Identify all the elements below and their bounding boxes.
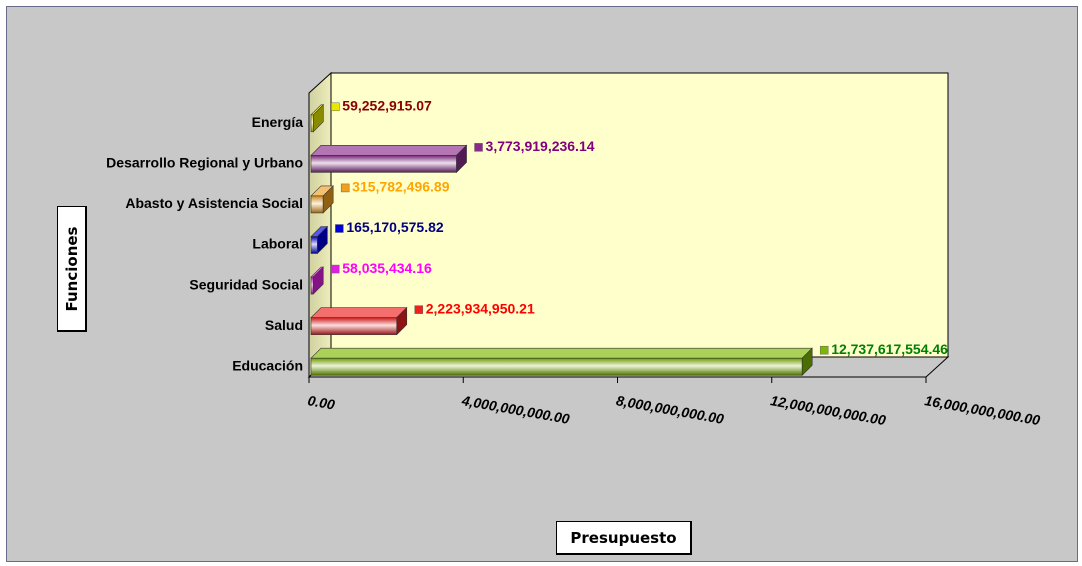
value-label-2: 315,782,496.89 [340,179,450,195]
value-label-1: 3,773,919,236.14 [474,138,595,154]
bar-chart: 0.00 4,000,000,000.00 8,000,000,000.00 12,0… [106,71,1041,428]
x-tick-label-4: 16,000,000,000.00 [923,392,1041,428]
x-tick-label-2: 8,000,000,000.00 [615,392,725,427]
svg-text:58,035,434.16: 58,035,434.16 [342,260,432,276]
y-axis-title-box: Funciones [57,206,87,332]
bar-2 [310,185,334,214]
bar-5 [310,306,408,336]
value-label-4: 58,035,434.16 [330,260,432,276]
chart-frame: 0.00 4,000,000,000.00 8,000,000,000.00 12,0… [6,6,1078,562]
category-label-3: Laboral [252,236,303,252]
x-tick-label-3: 12,000,000,000.00 [769,392,887,428]
svg-text:165,170,575.82: 165,170,575.82 [346,219,444,235]
category-label-5: Salud [265,317,303,333]
category-label-1: Desarrollo Regional y Urbano [106,155,303,171]
svg-text:12,737,617,554.46: 12,737,617,554.46 [831,341,948,357]
value-label-5: 2,223,934,950.21 [414,300,535,316]
bar-0 [310,104,325,133]
bar-6 [310,347,813,376]
y-axis-title: Funciones [62,226,81,311]
svg-text:59,252,915.07: 59,252,915.07 [342,97,432,113]
category-label-4: Seguridad Social [189,276,303,292]
category-label-2: Abasto y Asistencia Social [125,195,303,211]
value-label-6: 12,737,617,554.46 [819,341,948,357]
svg-text:315,782,496.89: 315,782,496.89 [352,179,450,195]
value-label-3: 165,170,575.82 [335,219,444,235]
svg-text:2,223,934,950.21: 2,223,934,950.21 [426,300,535,316]
category-label-6: Educación [232,357,303,373]
x-tick-label-0: 0.00 [306,392,336,413]
value-label-0: 59,252,915.07 [331,97,432,113]
plot-back-wall [330,72,949,358]
bar-3 [310,225,329,255]
bar-4 [310,266,324,295]
x-axis-title: Presupuesto [570,528,677,547]
bar-1 [310,144,468,174]
category-label-0: Energía [252,114,304,130]
x-axis-title-box: Presupuesto [556,521,692,555]
svg-text:3,773,919,236.14: 3,773,919,236.14 [486,138,595,154]
x-tick-label-1: 4,000,000,000.00 [460,392,571,427]
